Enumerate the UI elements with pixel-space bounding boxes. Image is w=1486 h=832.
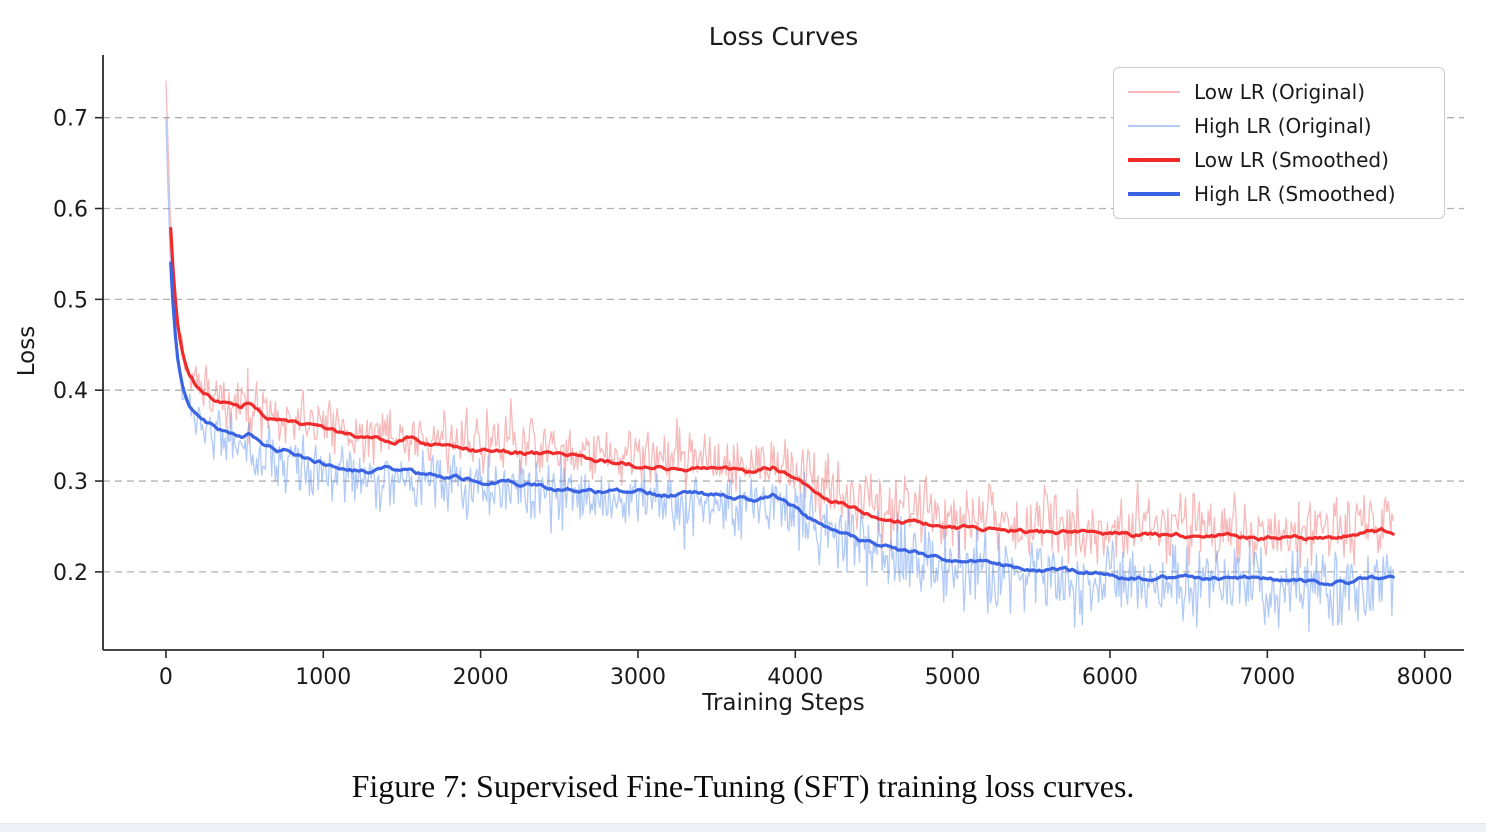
y-tick-label: 0.6 (53, 198, 88, 223)
line-swatch-icon (1128, 125, 1180, 127)
line-swatch-icon (1128, 158, 1180, 162)
chart-legend: Low LR (Original) High LR (Original) Low… (1113, 67, 1445, 219)
x-tick-label: 7000 (1239, 665, 1295, 690)
y-tick-label: 0.7 (53, 107, 88, 132)
x-tick-label: 5000 (925, 665, 981, 690)
x-tick-label: 8000 (1397, 665, 1453, 690)
next-section-edge (0, 823, 1486, 832)
y-tick-label: 0.2 (53, 561, 88, 586)
y-tick-label: 0.3 (53, 470, 88, 495)
y-tick-label: 0.5 (53, 288, 88, 313)
figure-caption: Figure 7: Supervised Fine-Tuning (SFT) t… (351, 768, 1135, 804)
legend-label: Low LR (Original) (1194, 80, 1366, 104)
y-axis-label: Loss (14, 325, 40, 377)
x-tick-label: 6000 (1082, 665, 1138, 690)
x-tick-label: 4000 (767, 665, 823, 690)
legend-item-low-lr-smoothed: Low LR (Smoothed) (1114, 148, 1444, 172)
legend-item-high-lr-smoothed: High LR (Smoothed) (1114, 182, 1444, 206)
legend-label: Low LR (Smoothed) (1194, 148, 1389, 172)
legend-label: High LR (Smoothed) (1194, 182, 1396, 206)
y-tick-label: 0.4 (53, 379, 88, 404)
x-tick-label: 1000 (295, 665, 351, 690)
line-swatch-icon (1128, 91, 1180, 93)
loss-curves-figure: 0.2 0.3 0.4 0.5 0.6 0.7 0 1000 2000 3000 4000 5000 6… (14, 22, 1464, 716)
x-axis-label: Training Steps (702, 690, 865, 716)
x-tick-label: 2000 (453, 665, 509, 690)
loss-curves-chart: 0.2 0.3 0.4 0.5 0.6 0.7 0 1000 2000 3000 4000 5000 6… (53, 55, 1464, 690)
x-tick-label: 0 (159, 665, 173, 690)
legend-label: High LR (Original) (1194, 114, 1372, 138)
legend-item-high-lr-original: High LR (Original) (1114, 114, 1444, 138)
chart-title: Loss Curves (708, 22, 859, 51)
legend-item-low-lr-original: Low LR (Original) (1114, 80, 1444, 104)
line-swatch-icon (1128, 192, 1180, 196)
x-tick-label: 3000 (610, 665, 666, 690)
